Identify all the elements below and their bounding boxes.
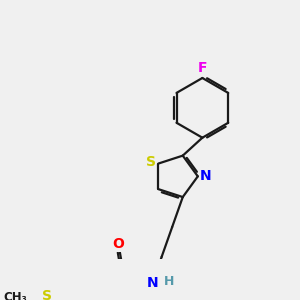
Text: N: N [147,276,159,290]
Text: S: S [146,155,156,169]
Text: N: N [200,169,211,183]
Text: O: O [112,238,124,251]
Text: CH₃: CH₃ [3,291,27,300]
Text: H: H [164,275,174,288]
Text: S: S [43,289,52,300]
Text: F: F [198,61,207,75]
